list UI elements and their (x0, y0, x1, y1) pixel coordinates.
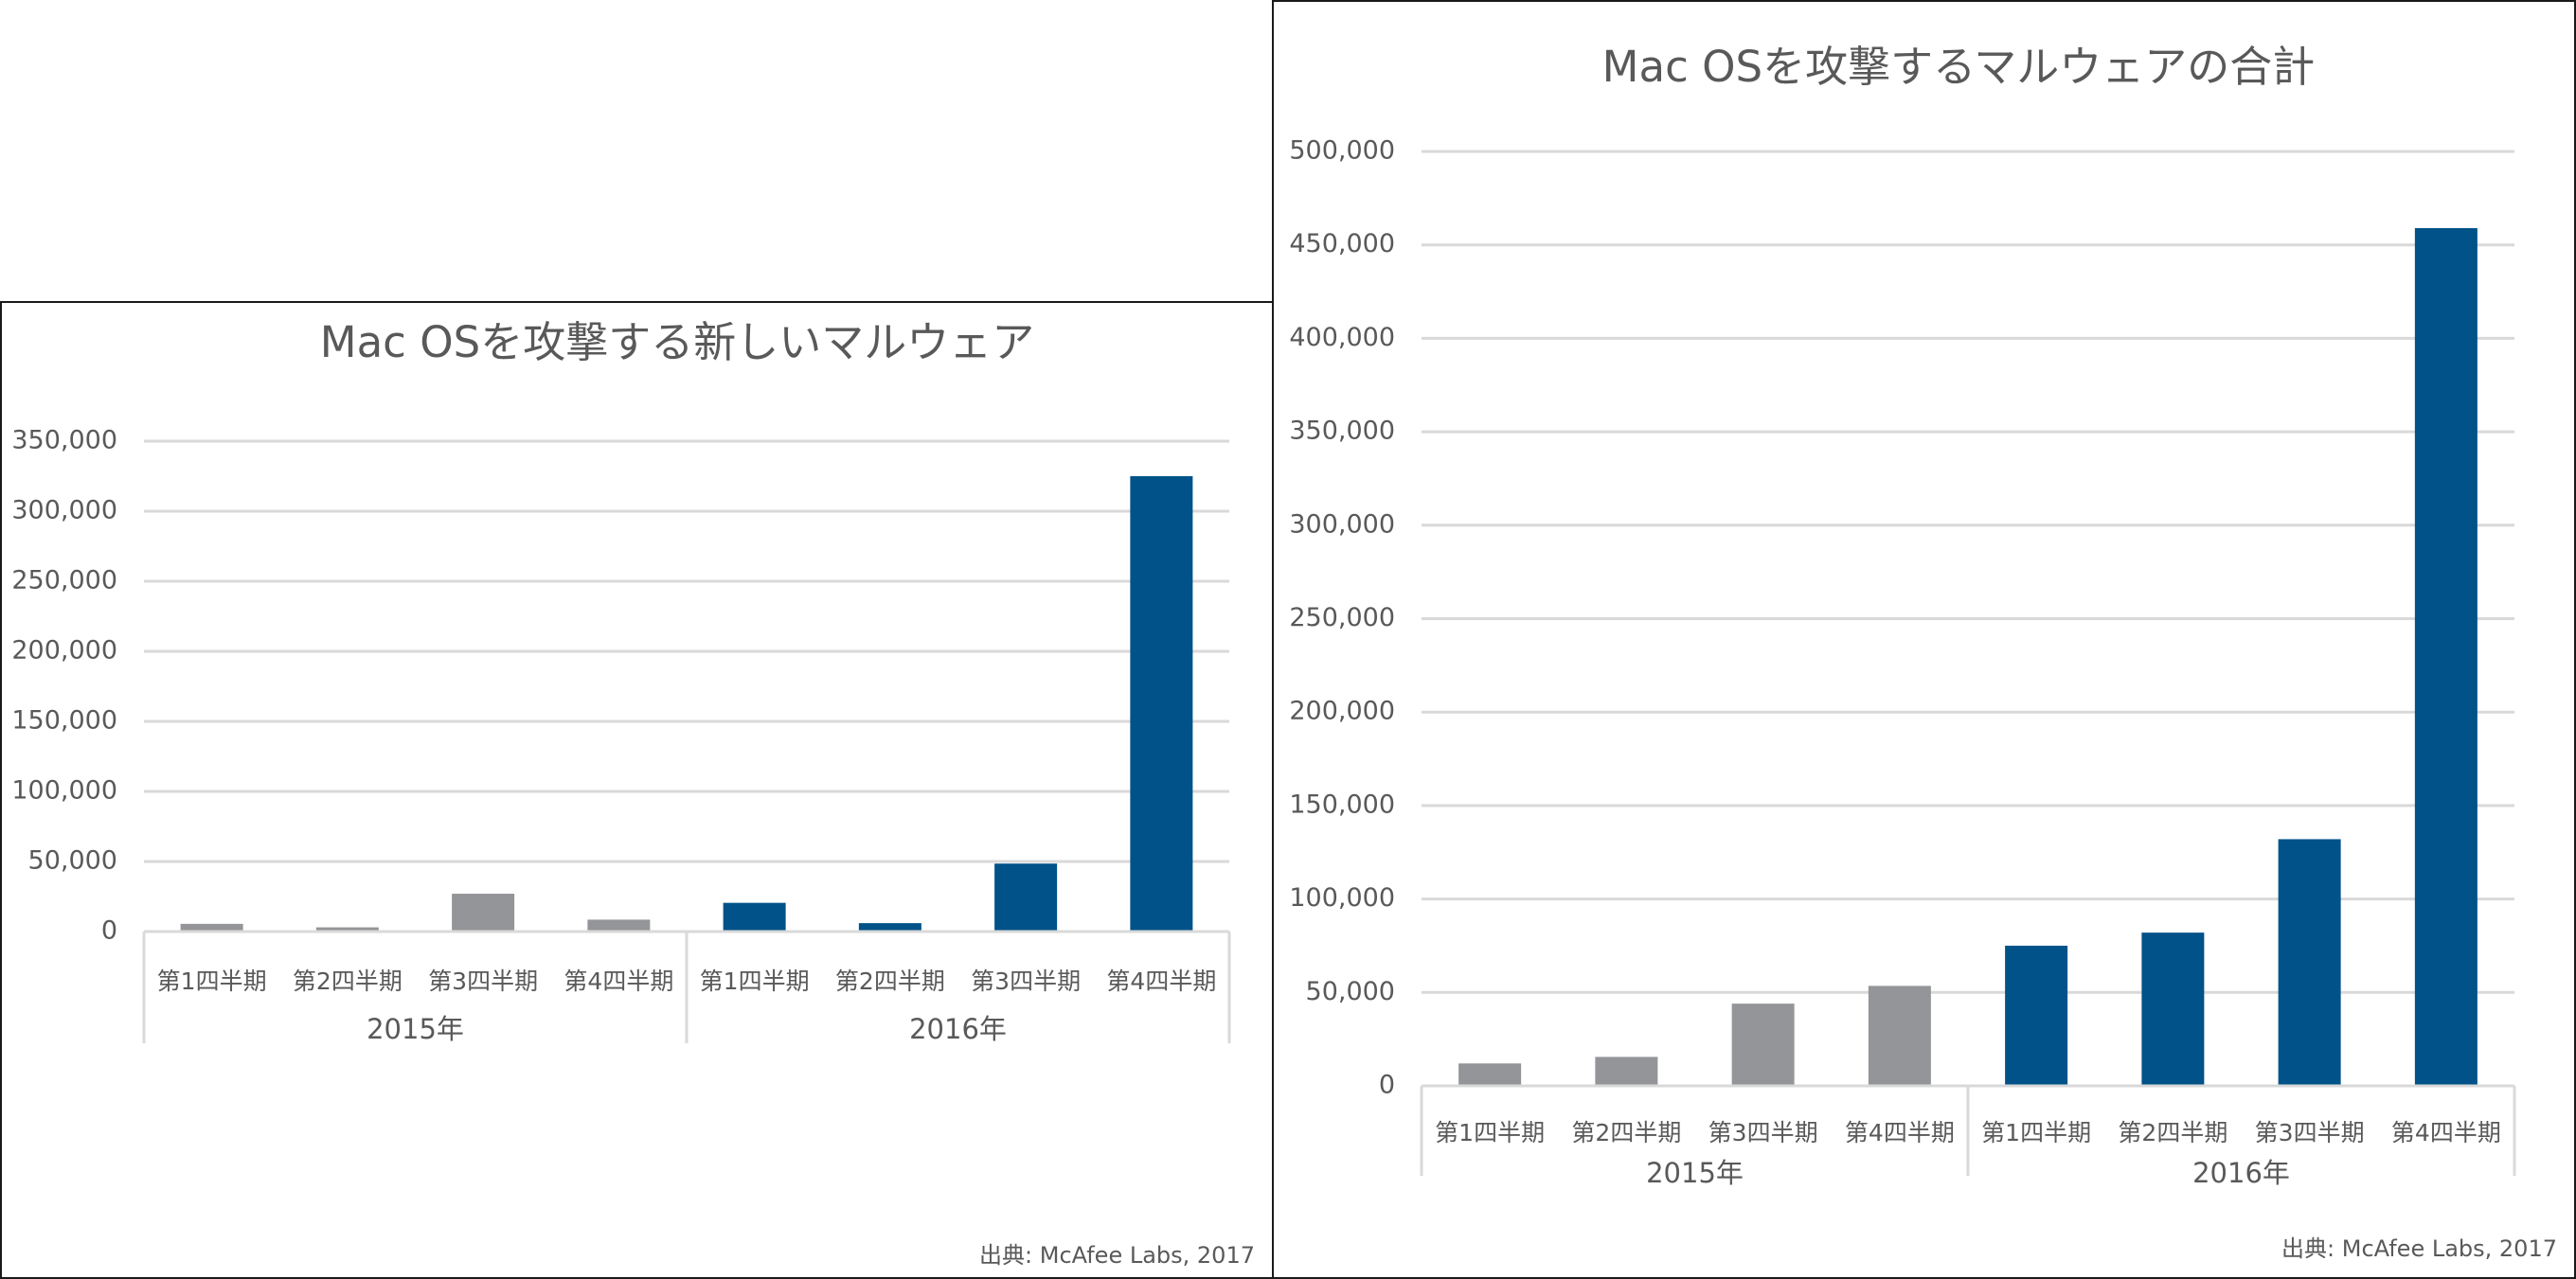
bar (452, 894, 515, 932)
bar (2005, 945, 2068, 1086)
y-tick-label: 500,000 (1289, 136, 1395, 166)
bar (587, 919, 651, 932)
y-tick-label: 250,000 (1289, 603, 1395, 632)
y-tick-label: 300,000 (1289, 509, 1395, 539)
bar (1130, 476, 1193, 932)
y-tick-label: 350,000 (11, 426, 117, 455)
bar (723, 902, 786, 932)
y-tick-label: 150,000 (11, 706, 117, 736)
new-malware-chart: Mac OSを攻撃する新しいマルウェア 0 50,000 100,000 150,000… (11, 317, 1255, 1269)
y-tick-label: 350,000 (1289, 417, 1395, 446)
bar (858, 923, 921, 932)
x-tick-label: 第2四半期 (293, 968, 402, 995)
y-tick-label: 450,000 (1289, 229, 1395, 258)
y-tick-label: 200,000 (11, 636, 117, 666)
x-tick-label: 第1四半期 (157, 968, 267, 995)
x-tick-label: 第3四半期 (971, 968, 1081, 995)
chart-title: Mac OSを攻撃する新しいマルウェア (320, 317, 1034, 367)
bar (1868, 986, 1931, 1086)
total-malware-chart: Mac OSを攻撃するマルウェアの合計 0 50,000 100,000 150,000… (1289, 42, 2557, 1262)
year-group-label: 2016年 (2192, 1157, 2290, 1189)
year-group-label: 2016年 (909, 1013, 1007, 1045)
year-group-label: 2015年 (367, 1013, 464, 1045)
x-tick-label: 第4四半期 (564, 968, 673, 995)
bar (2278, 839, 2341, 1086)
bar (2414, 227, 2478, 1086)
y-tick-label: 250,000 (11, 566, 117, 595)
year-group-label: 2015年 (1646, 1157, 1744, 1189)
bar (1458, 1063, 1522, 1086)
total-malware-chart-panel: Mac OSを攻撃するマルウェアの合計 0 50,000 100,000 150,000… (1272, 0, 2576, 1279)
bar (2141, 933, 2205, 1086)
x-tick-label: 第3四半期 (1708, 1119, 1818, 1146)
source-note: 出典: McAfee Labs, 2017 (979, 1242, 1255, 1269)
bar (315, 927, 379, 932)
x-tick-label: 第3四半期 (428, 968, 538, 995)
y-tick-label: 0 (101, 916, 117, 946)
bar (1731, 1004, 1795, 1086)
chart-title: Mac OSを攻撃するマルウェアの合計 (1602, 42, 2316, 92)
y-tick-label: 100,000 (11, 776, 117, 806)
x-tick-label: 第3四半期 (2255, 1119, 2365, 1146)
y-tick-label: 200,000 (1289, 697, 1395, 726)
x-tick-label: 第1四半期 (1981, 1119, 2091, 1146)
y-tick-label: 50,000 (1306, 977, 1395, 1006)
x-tick-label: 第1四半期 (700, 968, 810, 995)
x-tick-label: 第1四半期 (1435, 1119, 1545, 1146)
y-tick-label: 400,000 (1289, 323, 1395, 352)
x-tick-label: 第4四半期 (2391, 1119, 2501, 1146)
new-malware-chart-panel: Mac OSを攻撃する新しいマルウェア 0 50,000 100,000 150,000… (0, 301, 1275, 1279)
x-tick-label: 第4四半期 (1845, 1119, 1955, 1146)
y-tick-label: 50,000 (28, 846, 117, 876)
y-tick-label: 0 (1379, 1071, 1395, 1100)
bar (994, 863, 1058, 932)
x-tick-label: 第2四半期 (1571, 1119, 1681, 1146)
x-tick-label: 第2四半期 (835, 968, 945, 995)
source-note: 出典: McAfee Labs, 2017 (2281, 1235, 2557, 1262)
y-tick-label: 100,000 (1289, 883, 1395, 913)
x-tick-label: 第2四半期 (2118, 1119, 2227, 1146)
bar (180, 923, 243, 932)
y-tick-label: 300,000 (11, 496, 117, 525)
y-tick-label: 150,000 (1289, 790, 1395, 819)
x-tick-label: 第4四半期 (1106, 968, 1216, 995)
bar (1595, 1057, 1658, 1086)
